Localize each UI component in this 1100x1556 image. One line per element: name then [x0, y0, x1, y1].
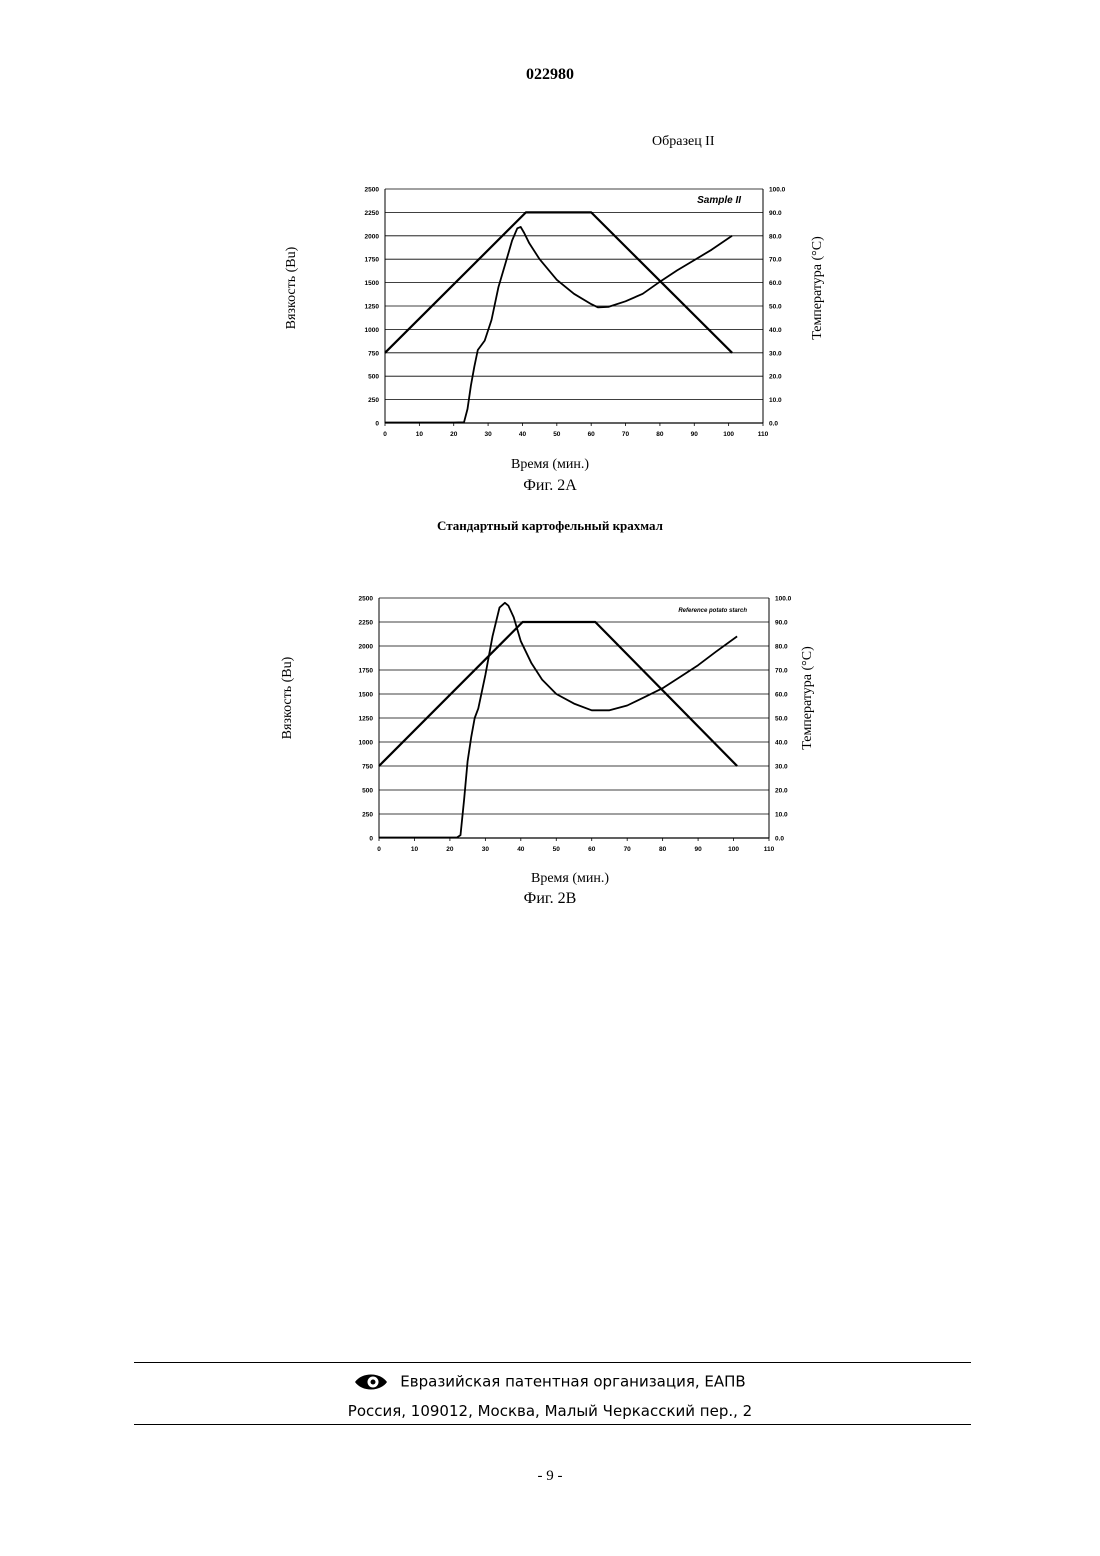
- chart-b-ytick-label: 500: [362, 788, 373, 795]
- chart-b-y2tick-label: 100.0: [775, 596, 792, 603]
- chart-b-xtick-label: 50: [553, 846, 561, 853]
- chart-b-y2tick-label: 70.0: [775, 668, 788, 675]
- footer-bottom-rule: [134, 1424, 971, 1425]
- chart-b-xlabel: Время (мин.): [500, 871, 640, 887]
- chart-b-legend-text: Reference potato starch: [678, 608, 747, 614]
- chart-b-y2tick-label: 0.0: [775, 836, 784, 843]
- chart-b-y2tick-label: 80.0: [775, 644, 788, 651]
- chart-b-ytick-label: 2250: [359, 620, 374, 627]
- chart-b-y2tick-label: 10.0: [775, 812, 788, 819]
- page-number: - 9 -: [0, 1468, 1100, 1485]
- chart-b-xtick-label: 90: [694, 846, 702, 853]
- chart-b-xtick-label: 80: [659, 846, 667, 853]
- figure-2b-caption: Фиг. 2B: [480, 890, 620, 908]
- chart-b-ytick-label: 250: [362, 812, 373, 819]
- chart-b-xtick-label: 40: [517, 846, 525, 853]
- footer-address: Россия, 109012, Москва, Малый Черкасский…: [0, 1402, 1100, 1420]
- chart-b-xtick-label: 30: [482, 846, 490, 853]
- chart-b-ytick-label: 1000: [359, 740, 374, 747]
- chart-b-y2tick-label: 40.0: [775, 740, 788, 747]
- footer-org-line: Евразийская патентная организация, ЕАПВ: [0, 1371, 1100, 1393]
- eapo-eye-logo-icon: [354, 1371, 388, 1393]
- footer-top-rule: [134, 1362, 971, 1363]
- chart-b-ytick-label: 2500: [359, 596, 374, 603]
- chart-b-xtick-label: 10: [411, 846, 419, 853]
- chart-b-viscosity-line: [379, 603, 737, 838]
- chart-b-y2tick-label: 60.0: [775, 692, 788, 699]
- chart-b-xtick-label: 60: [588, 846, 596, 853]
- chart-b-y2tick-label: 30.0: [775, 764, 788, 771]
- chart-b-y2tick-label: 20.0: [775, 788, 788, 795]
- chart-b-ytick-label: 2000: [359, 644, 374, 651]
- chart-b-y2tick-label: 50.0: [775, 716, 788, 723]
- chart-b-ytick-label: 750: [362, 764, 373, 771]
- chart-b-ytick-label: 1500: [359, 692, 374, 699]
- chart-b-xtick-label: 70: [624, 846, 632, 853]
- chart-b-ytick-label: 1250: [359, 716, 374, 723]
- chart-b-xtick-label: 100: [728, 846, 739, 853]
- chart-b-ytick-label: 1750: [359, 668, 374, 675]
- chart-b-y2tick-label: 90.0: [775, 620, 788, 627]
- chart-b-ytick-label: 0: [369, 836, 373, 843]
- chart-b-plot: 00.025010.050020.075030.0100040.0125050.…: [0, 0, 1100, 880]
- footer-org-name: Евразийская патентная организация, ЕАПВ: [400, 1373, 745, 1391]
- chart-b-xtick-label: 110: [764, 846, 775, 853]
- chart-b-xtick-label: 0: [377, 846, 381, 853]
- chart-b-xtick-label: 20: [446, 846, 454, 853]
